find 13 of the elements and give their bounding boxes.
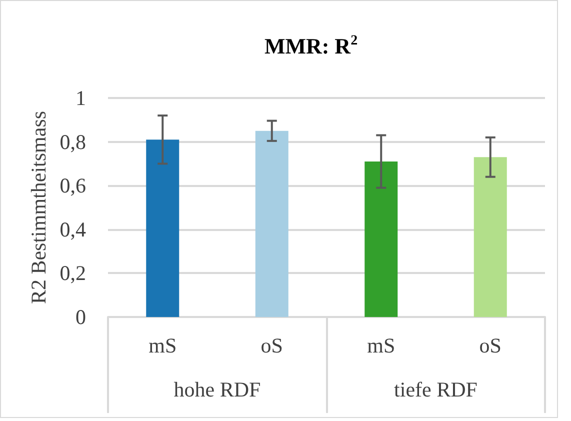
x-tick-label: oS <box>479 334 502 358</box>
y-tick-label: 0,6 <box>60 174 86 198</box>
y-tick-label: 0 <box>76 305 86 329</box>
x-tick-label: mS <box>367 334 396 358</box>
y-axis-title: R2 Bestimmtheitsmass <box>26 110 50 304</box>
y-tick-label: 0,8 <box>60 130 86 154</box>
text: tiefe RDF <box>394 378 478 402</box>
y-tick-label: 0,4 <box>60 217 86 242</box>
y-tick-label: 1 <box>76 86 86 110</box>
text: hohe RDF <box>174 378 261 402</box>
y-tick-label: 0,2 <box>60 261 86 286</box>
x-tick-label: oS <box>260 334 283 358</box>
x-tick-label: mS <box>148 334 177 358</box>
